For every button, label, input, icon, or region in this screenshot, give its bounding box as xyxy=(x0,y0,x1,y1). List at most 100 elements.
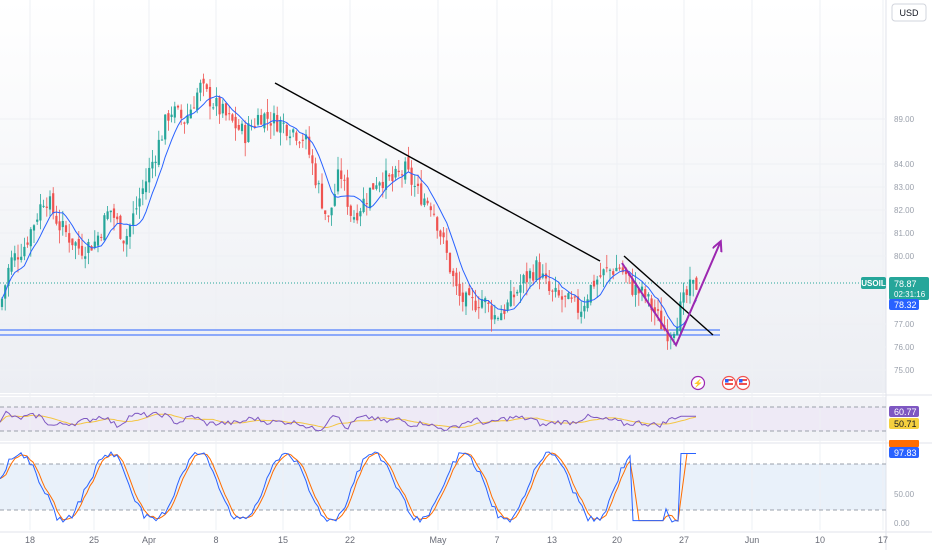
candle-body xyxy=(400,174,404,176)
candle-body xyxy=(176,105,180,108)
candle-body xyxy=(653,307,656,313)
candle-body xyxy=(128,225,132,237)
price-axis[interactable]: 89.00 84.00 83.00 82.00 81.00 80.00 77.00 76.00… xyxy=(894,115,915,375)
price-tick: 82.00 xyxy=(894,206,915,215)
candle-body xyxy=(32,225,36,231)
candle-body xyxy=(544,273,548,279)
candle-body xyxy=(468,288,471,295)
candle-body xyxy=(503,309,506,314)
candle-body xyxy=(148,167,151,183)
candle-body xyxy=(461,292,464,302)
candle-body xyxy=(324,210,327,214)
candle-body xyxy=(506,302,509,311)
rsi-ma-value: 50.71 xyxy=(894,419,917,429)
last-price-value: 78.87 xyxy=(894,279,917,289)
candle-body xyxy=(336,169,340,192)
candle-body xyxy=(263,113,266,129)
candle-body xyxy=(557,290,560,296)
price-tick: 83.00 xyxy=(894,183,915,192)
candle-body xyxy=(58,221,61,231)
candle-body xyxy=(384,170,388,190)
candle-body xyxy=(413,185,416,187)
candle-body xyxy=(96,235,100,246)
trendline-major[interactable] xyxy=(274,82,601,262)
candle-body xyxy=(548,281,551,291)
time-tick: 20 xyxy=(612,535,622,545)
candle-body xyxy=(676,327,679,336)
lightning-glyph: ⚡ xyxy=(693,378,703,388)
candle-body xyxy=(519,285,522,293)
time-tick: Apr xyxy=(142,535,156,545)
candle-body xyxy=(490,305,493,320)
candle-body xyxy=(458,283,461,296)
candle-body xyxy=(404,161,407,180)
us-flag-icon[interactable] xyxy=(735,375,751,391)
candle-body xyxy=(202,78,205,84)
candle-body xyxy=(167,113,170,121)
candle-body xyxy=(429,206,432,211)
candle-body xyxy=(157,139,160,165)
candle-body xyxy=(532,272,535,281)
projection-arrow[interactable] xyxy=(621,243,720,348)
candle-body xyxy=(516,291,519,294)
candle-body xyxy=(688,279,692,296)
candle-body xyxy=(352,217,356,220)
candle-body xyxy=(410,167,413,185)
candle-body xyxy=(605,267,608,269)
candle-body xyxy=(250,126,253,128)
price-tick: 77.00 xyxy=(894,320,915,329)
candle-body xyxy=(189,109,192,119)
time-axis[interactable]: 18 25 Apr 8 15 22 May 7 13 20 27 Jun 10 17 xyxy=(25,535,888,545)
candle-body xyxy=(573,296,576,298)
us-flag-icon[interactable] xyxy=(721,375,737,391)
rsi-value: 60.77 xyxy=(894,407,917,417)
candle-body xyxy=(64,225,68,233)
trendline-minor[interactable] xyxy=(623,255,714,336)
candle-body xyxy=(215,97,218,107)
candle-body xyxy=(589,284,592,303)
candle-body xyxy=(624,268,628,275)
price-tick: 89.00 xyxy=(894,115,915,124)
candle-body xyxy=(695,277,698,290)
candle-body xyxy=(55,215,58,224)
last-price-badge: 78.87 02:31:16 xyxy=(889,277,929,300)
candle-body xyxy=(234,116,237,129)
candle-body xyxy=(183,122,186,124)
price-tick: 75.00 xyxy=(894,366,915,375)
time-tick: 15 xyxy=(278,535,288,545)
rsi-ma-value-badge: 50.71 xyxy=(889,418,919,429)
candle-body xyxy=(634,284,637,295)
candles xyxy=(0,73,698,350)
stoch-d-badge xyxy=(889,440,919,447)
candle-body xyxy=(612,271,615,275)
price-tick: 76.00 xyxy=(894,343,915,352)
candle-body xyxy=(192,107,196,109)
candle-body xyxy=(564,295,567,297)
candle-body xyxy=(160,139,164,141)
candle-body xyxy=(13,253,16,261)
candle-body xyxy=(170,114,173,118)
candle-body xyxy=(356,212,359,221)
candle-body xyxy=(493,315,496,320)
price-tick: 81.00 xyxy=(894,229,915,238)
lightning-icon[interactable]: ⚡ xyxy=(690,375,706,391)
candle-body xyxy=(416,183,420,186)
candle-body xyxy=(554,287,557,292)
rsi-band xyxy=(0,407,886,431)
candle-body xyxy=(660,310,663,330)
candle-body xyxy=(692,279,695,284)
candle-body xyxy=(340,170,343,179)
candle-body xyxy=(426,200,429,204)
moving-average-line xyxy=(1,95,697,329)
candle-body xyxy=(432,213,436,215)
candle-body xyxy=(666,329,669,342)
candle-body xyxy=(29,229,32,247)
candle-body xyxy=(0,298,4,307)
candle-body xyxy=(445,240,448,253)
candle-body xyxy=(522,275,525,284)
candle-body xyxy=(116,216,119,220)
candle-body xyxy=(586,299,589,309)
currency-button[interactable]: USD xyxy=(891,3,927,22)
candle-body xyxy=(560,296,564,300)
